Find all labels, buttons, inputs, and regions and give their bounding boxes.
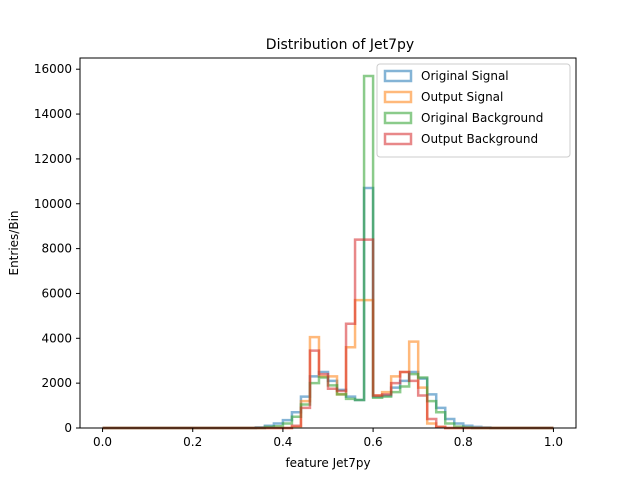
y-tick-label: 12000 <box>34 152 72 166</box>
chart-title: Distribution of Jet7py <box>266 37 414 53</box>
legend-swatch <box>383 90 413 104</box>
y-tick-label: 0 <box>64 421 72 435</box>
series-1 <box>102 298 554 430</box>
y-tick-label: 4000 <box>41 331 72 345</box>
axes-frame <box>79 57 577 429</box>
legend: Original Signal Output Signal Original Bac… <box>376 63 571 158</box>
x-tick-label: 0.4 <box>273 435 292 449</box>
series-3 <box>102 238 554 430</box>
y-tick-label: 10000 <box>34 197 72 211</box>
x-axis-label: feature Jet7py <box>285 456 370 470</box>
y-axis: 0 2000 4000 6000 8000 10000 12000 14000 16000 <box>34 62 80 435</box>
y-tick-label: 16000 <box>34 62 72 76</box>
legend-frame <box>376 63 571 158</box>
legend-label: Original Signal <box>421 69 509 83</box>
legend-label: Output Background <box>421 132 538 146</box>
x-tick-label: 0.6 <box>364 435 383 449</box>
legend-swatch <box>383 132 413 146</box>
legend-label: Output Signal <box>421 90 503 104</box>
y-tick-label: 8000 <box>41 242 72 256</box>
y-axis-label: Entries/Bin <box>7 210 21 275</box>
legend-swatch <box>383 69 413 83</box>
legend-swatch <box>383 111 413 125</box>
x-tick-label: 0.8 <box>454 435 473 449</box>
x-tick-label: 1.0 <box>544 435 563 449</box>
x-axis: 0.0 0.2 0.4 0.6 0.8 1.0 <box>93 428 563 449</box>
series-0 <box>102 186 554 430</box>
y-tick-label: 6000 <box>41 286 72 300</box>
legend-label: Original Background <box>421 111 543 125</box>
y-tick-label: 14000 <box>34 107 72 121</box>
y-tick-label: 2000 <box>41 376 72 390</box>
x-tick-label: 0.2 <box>183 435 202 449</box>
x-tick-label: 0.0 <box>93 435 112 449</box>
